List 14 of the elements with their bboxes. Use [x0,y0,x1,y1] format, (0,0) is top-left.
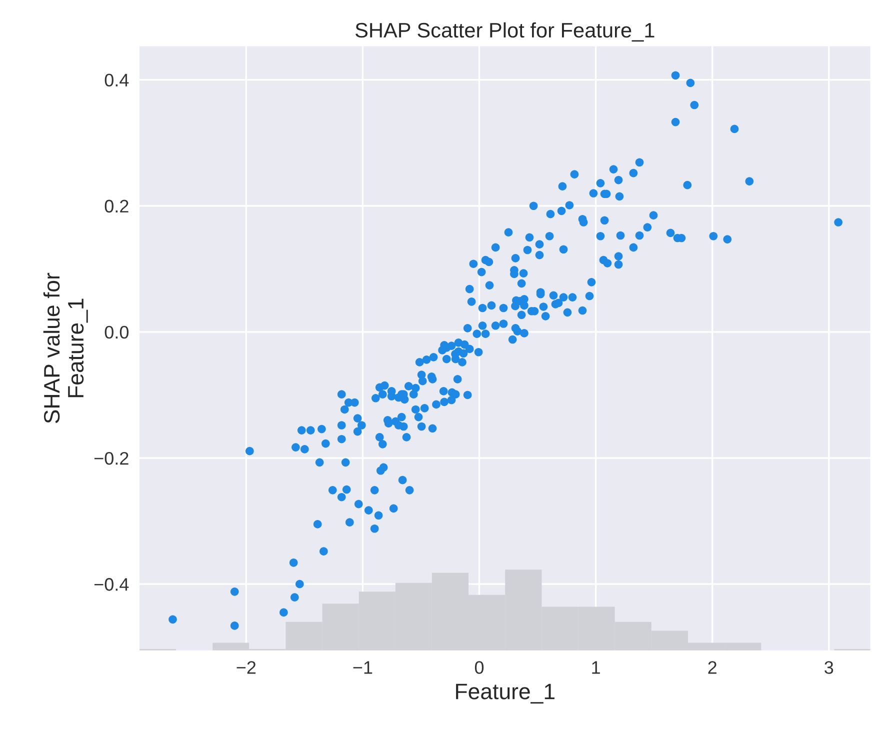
x-tick-label: −1 [353,661,372,674]
x-tick-label: 2 [708,661,716,674]
x-tick-label: −2 [236,661,256,674]
x-tick-label: 3 [824,661,834,674]
chart-title: SHAP Scatter Plot for Feature_1 [355,22,654,42]
y-axis-title: SHAP value for Feature_1 [43,272,88,424]
y-tick-label: 0.4 [104,74,129,87]
x-axis-title: Feature_1 [456,684,554,704]
y-tick-label: 0.0 [104,326,129,339]
x-tick-label: 0 [474,661,484,674]
x-tick-label: 1 [592,661,600,674]
y-tick-label: −0.2 [94,452,128,465]
y-tick-label: 0.2 [104,200,128,213]
y-tick-label: −0.4 [94,578,129,591]
